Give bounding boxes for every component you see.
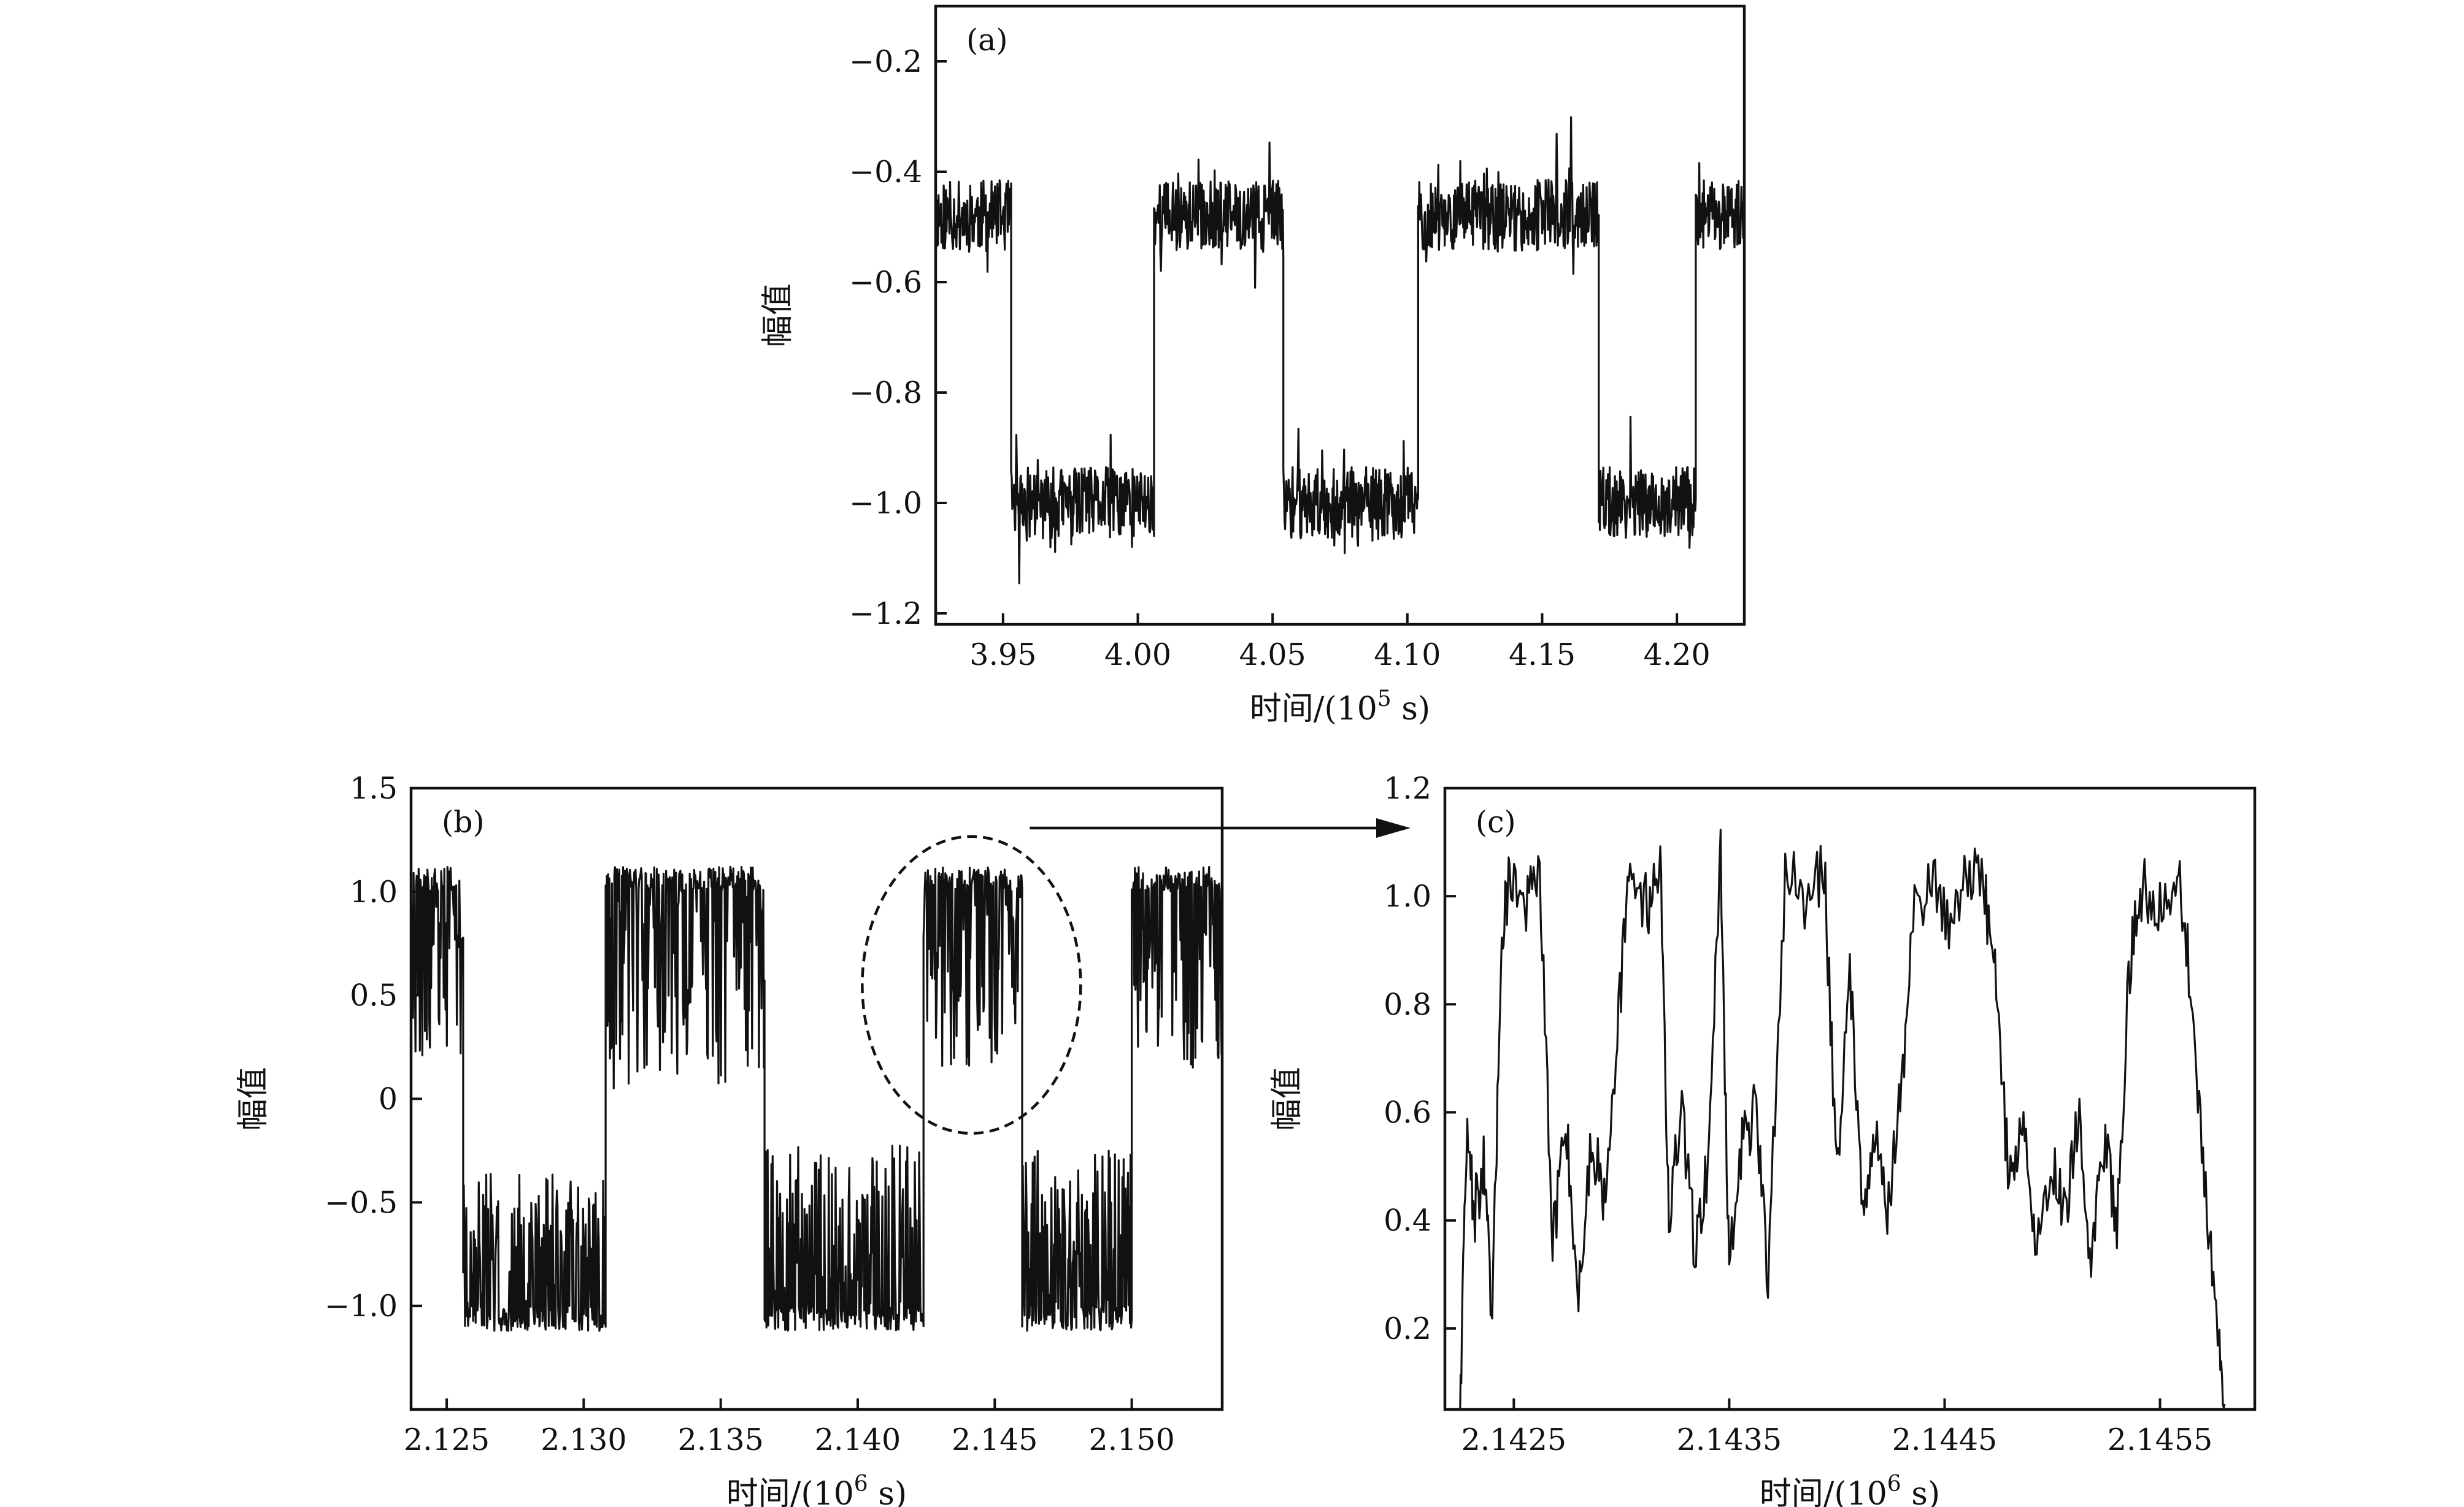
x-axis-unit: s) — [868, 1476, 907, 1507]
y-tick-label: −0.5 — [325, 1185, 398, 1220]
x-axis-title: 时间/(106 s) — [726, 1471, 907, 1507]
y-tick-label: 0.6 — [1384, 1095, 1431, 1130]
y-tick-label: 0.4 — [1384, 1203, 1431, 1238]
y-tick-label: 0.2 — [1384, 1311, 1431, 1346]
x-tick-label: 2.1435 — [1677, 1422, 1782, 1457]
x-axis-unit: s) — [1901, 1476, 1941, 1507]
x-tick-label: 3.95 — [969, 637, 1036, 672]
y-axis-title: 幅值 — [760, 283, 796, 347]
x-tick-label: 2.1425 — [1461, 1422, 1566, 1457]
x-axis-exponent: 6 — [854, 1471, 868, 1497]
panel-label: (a) — [966, 23, 1007, 58]
x-axis-title-text: 时间/(10 — [1760, 1476, 1887, 1507]
panel-b: 2.125 2.130 2.135 2.140 2.145 2.150 1.5 1.0 0.5 0… — [235, 771, 1224, 1507]
x-axis-title-text: 时间/(10 — [1250, 691, 1377, 727]
plot-frame-c — [1443, 786, 2257, 1411]
x-tick-label: 2.1455 — [2108, 1422, 2212, 1457]
y-tick-label: −1.2 — [849, 596, 922, 631]
panel-label: (c) — [1476, 805, 1516, 840]
y-tick-label: −1.0 — [325, 1289, 398, 1324]
y-tick-label: 1.0 — [1384, 879, 1431, 914]
x-tick-label: 2.135 — [678, 1422, 764, 1457]
y-tick-label: 1.2 — [1384, 771, 1431, 806]
x-tick-label: 2.130 — [541, 1422, 626, 1457]
x-tick-label: 4.05 — [1239, 637, 1306, 672]
signal-trace-c — [1459, 829, 2226, 1409]
y-tick-label: −0.2 — [849, 44, 922, 79]
signal-trace-b — [411, 865, 1222, 1332]
y-tick-label: 1.0 — [350, 875, 398, 910]
y-axis-title: 幅值 — [235, 1067, 272, 1130]
x-tick-label: 4.10 — [1374, 637, 1441, 672]
panel-a: 3.95 4.00 4.05 4.10 4.15 4.20 −0.2 −0.4 −0.6 −0.8… — [760, 4, 1746, 727]
signal-trace-a — [936, 116, 1744, 585]
y-tick-label: −0.8 — [849, 375, 922, 410]
x-tick-label: 2.150 — [1088, 1422, 1174, 1457]
y-tick-label: −0.4 — [849, 155, 922, 190]
y-tick-label: 0 — [379, 1082, 398, 1117]
y-axis-title: 幅值 — [1269, 1067, 1306, 1130]
y-tick-label: 0.8 — [1384, 987, 1431, 1022]
x-axis-title-text: 时间/(10 — [726, 1476, 854, 1507]
x-tick-label: 2.1445 — [1892, 1422, 1997, 1457]
zoom-arrow-head — [1376, 818, 1411, 838]
x-tick-label: 4.20 — [1644, 637, 1711, 672]
x-tick-label: 2.145 — [952, 1422, 1038, 1457]
y-tick-label: 1.5 — [350, 771, 398, 806]
zoom-annotation — [861, 818, 1411, 1135]
y-tick-label: −0.6 — [849, 265, 922, 300]
x-axis-exponent: 6 — [1887, 1471, 1901, 1497]
x-tick-label: 2.140 — [815, 1422, 901, 1457]
x-tick-label: 2.125 — [404, 1422, 490, 1457]
y-tick-label: −1.0 — [849, 486, 922, 521]
x-tick-label: 4.00 — [1104, 637, 1171, 672]
x-axis-title: 时间/(105 s) — [1250, 686, 1430, 727]
x-tick-label: 4.15 — [1509, 637, 1576, 672]
panel-label: (b) — [442, 805, 485, 840]
x-axis-exponent: 5 — [1377, 686, 1392, 711]
panel-c: 2.1425 2.1435 2.1445 2.1455 1.2 1.0 0.8 0.6 0.4 0… — [1269, 771, 2257, 1507]
x-axis-unit: s) — [1392, 691, 1431, 727]
plot-frame-a — [934, 4, 1746, 626]
y-tick-label: 0.5 — [350, 978, 398, 1013]
zoom-region-ellipse — [861, 835, 1082, 1135]
x-axis-title: 时间/(106 s) — [1760, 1471, 1940, 1507]
